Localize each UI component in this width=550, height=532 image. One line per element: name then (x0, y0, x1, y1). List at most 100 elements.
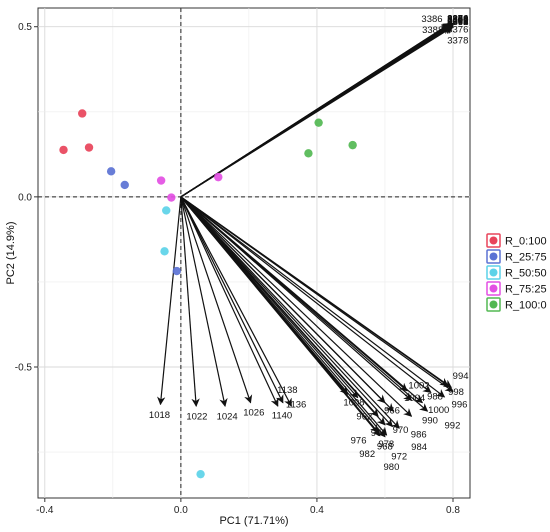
vector-label: 3384 (447, 13, 468, 24)
legend-label: R_0:100 (505, 236, 547, 248)
vector-label: 996 (452, 400, 468, 411)
score-point (348, 140, 357, 150)
vector-label: 976 (351, 435, 367, 446)
legend-label: R_50:50 (505, 268, 547, 280)
vector-label: 3400 (447, 15, 468, 26)
vector-label: 968 (377, 441, 393, 452)
legend: R_0:100 R_25:75 R_50:50 R_75:25 R_100:0 (486, 233, 547, 312)
legend-label: R_100:0 (505, 300, 547, 312)
loading-arrow (180, 196, 200, 407)
vector-label: 1022 (186, 412, 207, 423)
vector-label: 1018 (149, 410, 170, 421)
score-point (156, 176, 166, 185)
score-point (214, 172, 223, 182)
loading-arrow (180, 196, 279, 407)
score-point (160, 247, 169, 256)
legend-marker (489, 300, 498, 309)
x-tick-label: 0.0 (174, 505, 188, 516)
loading-arrow (180, 196, 228, 407)
x-tick-label: 0.8 (446, 505, 460, 516)
vector-label: 3386 (421, 14, 442, 25)
y-tick-label: 0.5 (18, 22, 32, 33)
vector-label: 1026 (243, 408, 264, 419)
vector-label: 1136 (286, 399, 306, 410)
score-points (59, 109, 357, 479)
vector-label: 3402 (447, 15, 468, 26)
loading-arrow (180, 196, 395, 412)
vector-label: 1024 (217, 411, 238, 422)
vector-label: 3398 (447, 16, 468, 27)
vector-label: 3388 (422, 25, 443, 36)
x-tick-label: 0.4 (310, 505, 324, 516)
loading-arrow (180, 26, 454, 198)
vector-label: 974 (371, 428, 387, 439)
loading-arrow (180, 196, 446, 398)
y-tick-label: 0.0 (18, 192, 32, 203)
score-point (120, 180, 129, 190)
loading-arrow (180, 196, 454, 392)
vector-label: 3362 (447, 15, 468, 26)
vector-label: 984 (411, 442, 427, 453)
score-point (59, 145, 68, 155)
loading-arrow (180, 196, 400, 429)
y-axis-label: PC2 (14.9%) (5, 222, 17, 285)
loading-arrow (180, 196, 292, 407)
legend-label: R_25:75 (505, 252, 547, 264)
x-axis-ticks: -0.4 0.0 0.4 0.8 (36, 498, 460, 516)
vector-label: 3366 (447, 17, 468, 28)
vector-label: 3376 (447, 24, 468, 35)
vector-label: 3378 (447, 35, 468, 46)
loading-arrow (180, 196, 413, 417)
legend-label: R_75:25 (505, 284, 547, 296)
loading-arrow (180, 196, 284, 404)
vector-label: 3364 (447, 17, 468, 28)
vector-label: 998 (448, 387, 464, 398)
loading-arrow (180, 196, 386, 438)
loading-arrow (180, 196, 386, 426)
score-point (172, 266, 181, 276)
vector-label: 1002 (408, 380, 429, 391)
x-tick-label: -0.4 (36, 505, 54, 516)
vector-label: 962 (356, 412, 372, 423)
vector-label: 1000 (428, 405, 449, 416)
loading-arrow (180, 196, 429, 412)
vector-label: 3370 (447, 13, 468, 24)
reference-lines (38, 8, 470, 498)
loading-arrow (180, 196, 253, 404)
legend-marker (489, 236, 498, 245)
y-tick-label: -0.5 (15, 362, 33, 373)
legend-marker (489, 252, 498, 261)
vector-label: 988 (427, 391, 443, 402)
loading-arrow (180, 196, 394, 428)
vector-label: 3360 (447, 16, 468, 27)
vector-label: 986 (411, 430, 427, 441)
score-point (78, 109, 87, 118)
loading-arrow (180, 196, 432, 394)
score-point (106, 167, 116, 176)
vector-label: 966 (384, 405, 400, 416)
vector-label: 3380 (447, 14, 468, 25)
vector-label: 978 (378, 439, 394, 450)
vector-label: 3392 (447, 17, 468, 28)
x-axis-label: PC1 (71.71%) (219, 515, 288, 527)
y-axis-ticks: -0.5 0.0 0.5 (15, 22, 38, 373)
score-point (314, 118, 323, 127)
vector-label: 994 (453, 371, 469, 382)
vector-label: 982 (359, 449, 375, 460)
score-point (167, 193, 176, 202)
vector-label: 1140 (272, 411, 292, 422)
score-point (162, 206, 171, 215)
legend-marker (489, 284, 498, 293)
vector-label: 3372 (447, 16, 468, 27)
score-point (84, 143, 94, 152)
vector-label: 3374 (447, 13, 468, 24)
legend-marker (489, 268, 498, 277)
vector-label: 1004 (404, 393, 425, 404)
vector-label: 970 (393, 425, 409, 436)
score-point (304, 149, 313, 158)
loading-arrow (157, 196, 182, 406)
vector-label: 990 (422, 416, 438, 427)
score-point (196, 469, 205, 479)
vector-label: 1138 (277, 385, 297, 396)
vector-label: 3368 (447, 14, 468, 25)
